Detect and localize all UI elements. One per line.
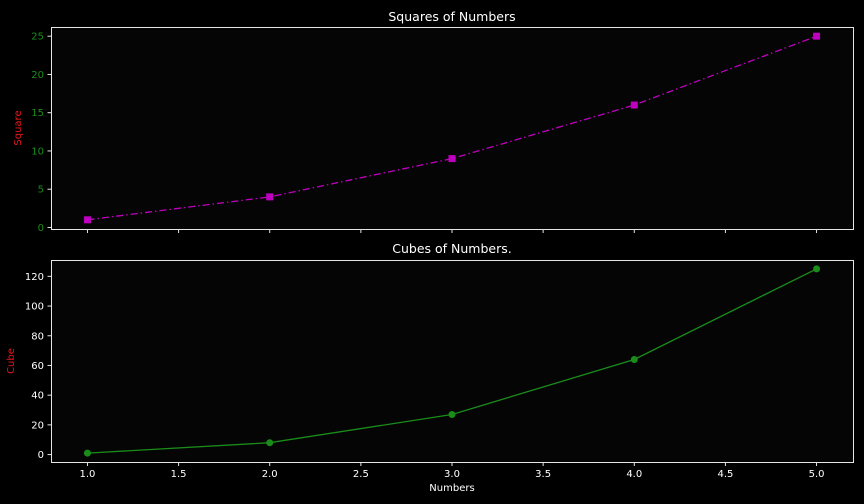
series-line bbox=[87, 35, 817, 221]
x-tick-label: 1.5 bbox=[171, 469, 187, 480]
data-point bbox=[813, 265, 821, 273]
x-tick-label: 4.0 bbox=[626, 469, 642, 480]
data-point bbox=[448, 155, 456, 163]
x-tick-label: 4.5 bbox=[717, 469, 733, 480]
y-tick-label: 120 bbox=[25, 272, 44, 283]
data-point bbox=[630, 356, 638, 364]
x-tick-label: 1.0 bbox=[80, 469, 96, 480]
y-tick-label: 80 bbox=[31, 331, 44, 342]
x-tick-label: 2.5 bbox=[353, 469, 369, 480]
y-tick-label: 100 bbox=[25, 302, 44, 313]
subplot-1: Squares of Numbers Square 0 5 10 15 20 25 bbox=[13, 9, 854, 234]
y-tick-label: 5 bbox=[38, 185, 44, 196]
x-tick-label: 3.5 bbox=[535, 469, 551, 480]
y-tick-label: 20 bbox=[31, 70, 44, 81]
chart-title: Cubes of Numbers. bbox=[392, 241, 511, 256]
plot-area bbox=[51, 27, 854, 230]
y-tick-label: 20 bbox=[31, 420, 44, 431]
y-tick-label: 0 bbox=[38, 223, 44, 234]
y-tick-label: 10 bbox=[31, 146, 44, 157]
y-tick-label: 0 bbox=[38, 450, 44, 461]
data-point bbox=[266, 439, 274, 447]
data-point bbox=[448, 410, 456, 418]
y-tick-label: 60 bbox=[31, 361, 44, 372]
chart-title: Squares of Numbers bbox=[388, 9, 515, 24]
plot-area bbox=[51, 260, 854, 463]
y-tick-label: 25 bbox=[31, 32, 44, 43]
y-tick-label: 40 bbox=[31, 391, 44, 402]
x-tick-label: 3.0 bbox=[444, 469, 460, 480]
x-tick-label: 2.0 bbox=[262, 469, 278, 480]
x-axis-label: Numbers bbox=[429, 483, 474, 494]
data-point bbox=[630, 101, 638, 109]
x-tick-label: 5.0 bbox=[809, 469, 825, 480]
y-tick-label: 15 bbox=[31, 108, 44, 119]
data-point bbox=[813, 32, 821, 40]
y-axis-label: Cube bbox=[6, 348, 17, 374]
subplot-2: Cubes of Numbers. Cube Numbers 0 20 40 60 80 100… bbox=[6, 241, 854, 494]
data-point bbox=[266, 193, 274, 201]
y-axis-label: Square bbox=[13, 110, 24, 145]
data-point bbox=[83, 216, 91, 224]
data-point bbox=[83, 449, 91, 457]
